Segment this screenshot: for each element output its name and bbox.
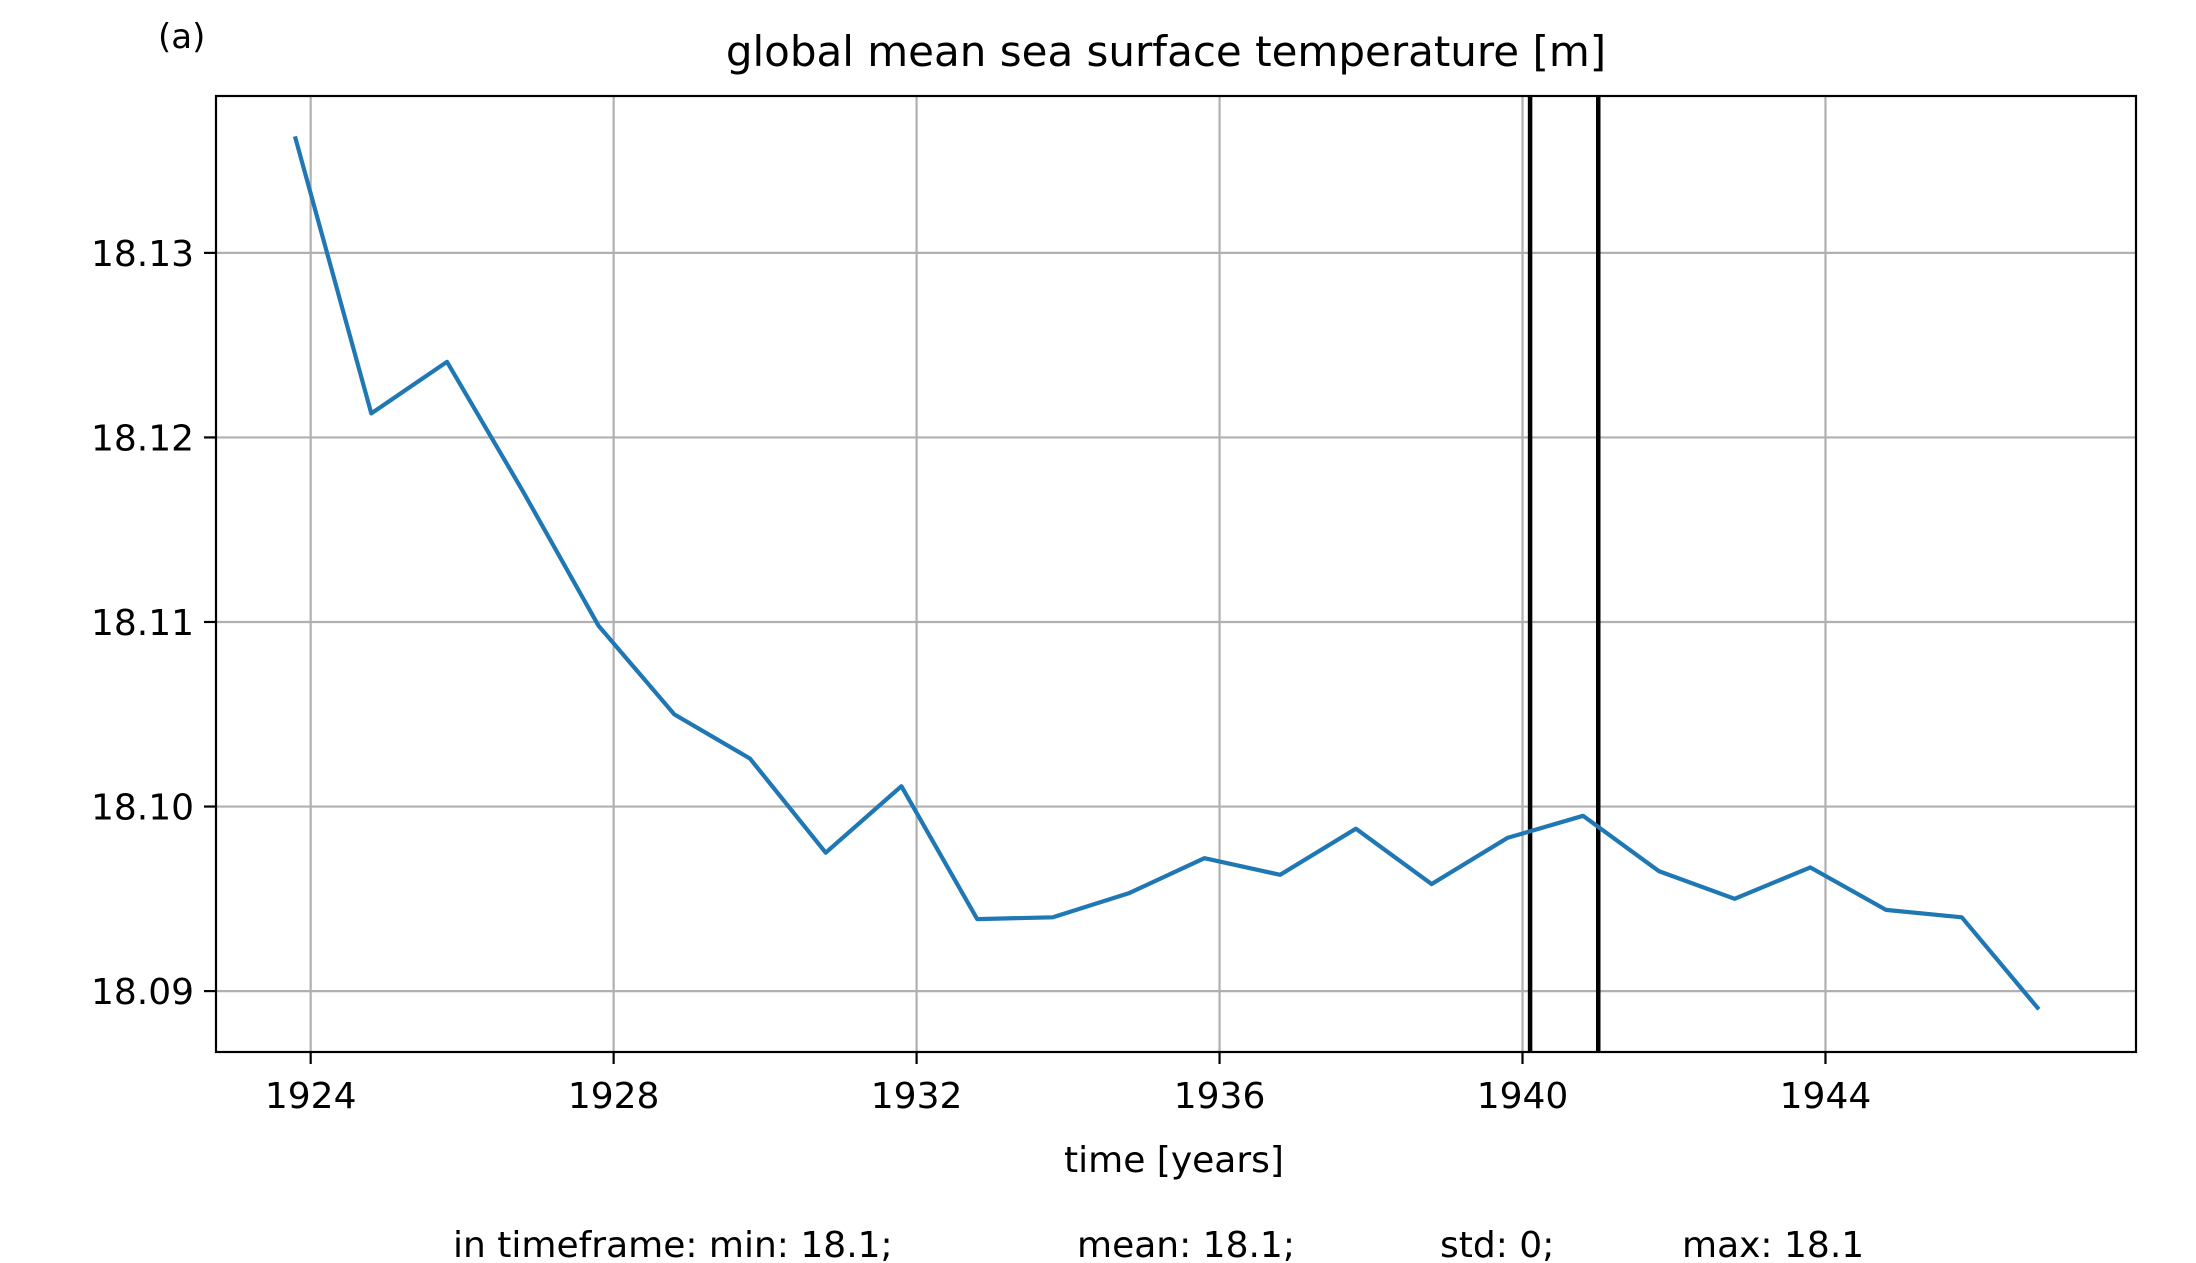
y-tick-label: 18.10 bbox=[91, 788, 194, 829]
x-tick-label: 1928 bbox=[568, 1076, 660, 1117]
x-tick-label: 1932 bbox=[871, 1076, 963, 1117]
plot-frame bbox=[214, 94, 2138, 1054]
axis-ticks: 1924 1928 1932 1936 1940 1944 18.09 18.10 18.11 1… bbox=[91, 234, 1871, 1117]
series-layer bbox=[292, 135, 2041, 1011]
y-tick-label: 18.12 bbox=[91, 418, 194, 459]
stats-std: std: 0; bbox=[1440, 1225, 1554, 1263]
stats-min: in timeframe: min: 18.1; bbox=[453, 1225, 893, 1263]
panel-label: (a) bbox=[158, 17, 205, 57]
chart-title: global mean sea surface temperature [m] bbox=[726, 27, 1606, 76]
y-tick-label: 18.09 bbox=[91, 972, 194, 1013]
x-tick-label: 1944 bbox=[1780, 1076, 1872, 1117]
stats-max: max: 18.1 bbox=[1682, 1225, 1864, 1263]
x-axis-label: time [years] bbox=[1064, 1140, 1284, 1181]
series-line bbox=[292, 135, 2041, 1011]
y-tick-label: 18.13 bbox=[91, 234, 194, 275]
grid bbox=[216, 96, 2136, 1052]
x-tick-label: 1924 bbox=[265, 1076, 357, 1117]
x-tick-label: 1940 bbox=[1477, 1076, 1569, 1117]
stats-mean: mean: 18.1; bbox=[1077, 1225, 1295, 1263]
x-tick-label: 1936 bbox=[1174, 1076, 1266, 1117]
y-tick-label: 18.11 bbox=[91, 603, 194, 644]
vertical-markers bbox=[1527, 96, 1601, 1052]
